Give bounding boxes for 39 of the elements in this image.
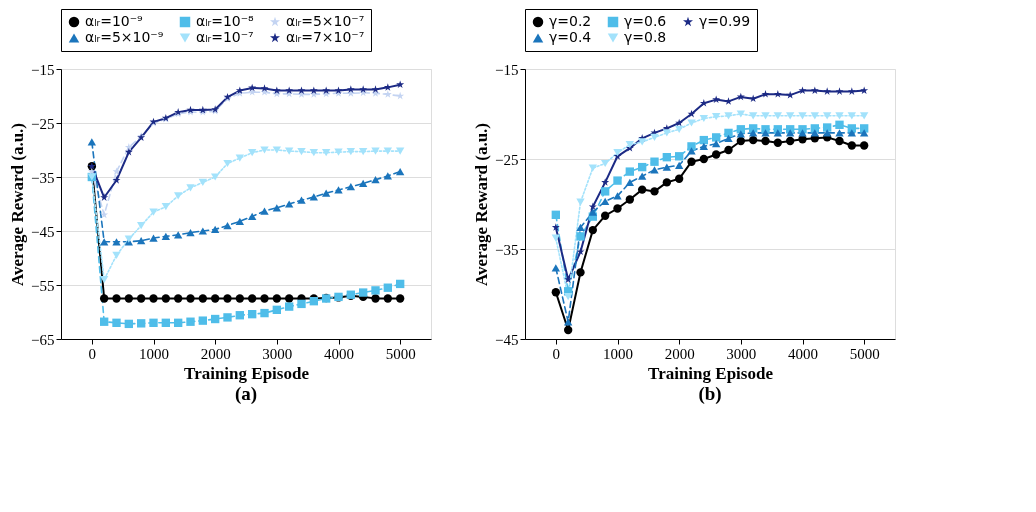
legend-label: γ=0.6	[624, 13, 667, 29]
x-tick-label: 2000	[664, 345, 695, 362]
x-tick-label: 3000	[262, 345, 293, 362]
legend-label: αₗᵣ=5×10⁻⁷	[286, 13, 365, 29]
x-tick-label: 3000	[726, 345, 757, 362]
legend-label: αₗᵣ=5×10⁻⁹	[85, 29, 164, 45]
x-axis-title: Training Episode	[184, 363, 310, 383]
x-tick-label: 2000	[200, 345, 231, 362]
y-axis-title: Average Reward (a.u.)	[8, 122, 28, 287]
x-tick-label: 1000	[139, 345, 169, 362]
y-tick-label: −65	[31, 331, 55, 348]
legend-label: γ=0.2	[549, 13, 592, 29]
y-tick-label: −35	[495, 241, 519, 258]
legend-label: γ=0.8	[624, 29, 667, 45]
y-axis-title: Average Reward (a.u.)	[472, 122, 492, 287]
x-tick-label: 0	[88, 345, 97, 362]
legend-label: γ=0.4	[549, 29, 592, 45]
legend-label: αₗᵣ=10⁻⁸	[196, 13, 255, 29]
x-tick-label: 5000	[849, 345, 880, 362]
x-axis-title: Training Episode	[648, 363, 774, 383]
x-tick-label: 0	[552, 345, 561, 362]
text: (a)	[234, 383, 258, 405]
text: (b)	[698, 383, 722, 405]
y-tick-label: −25	[31, 115, 55, 132]
y-tick-label: −15	[31, 61, 55, 78]
x-tick-label: 4000	[788, 345, 818, 362]
legend-label: αₗᵣ=10⁻⁷	[196, 29, 254, 45]
legend-label: αₗᵣ=10⁻⁹	[85, 13, 144, 29]
y-tick-label: −45	[31, 223, 55, 240]
x-tick-label: 4000	[324, 345, 354, 362]
y-tick-label: −55	[31, 277, 55, 294]
x-tick-label: 1000	[603, 345, 633, 362]
y-tick-label: −15	[495, 61, 519, 78]
x-tick-label: 5000	[385, 345, 416, 362]
y-tick-label: −45	[495, 331, 519, 348]
legend-label: αₗᵣ=7×10⁻⁷	[286, 29, 365, 45]
y-tick-label: −25	[495, 151, 519, 168]
y-tick-label: −35	[31, 169, 55, 186]
legend-label: γ=0.99	[699, 13, 751, 29]
